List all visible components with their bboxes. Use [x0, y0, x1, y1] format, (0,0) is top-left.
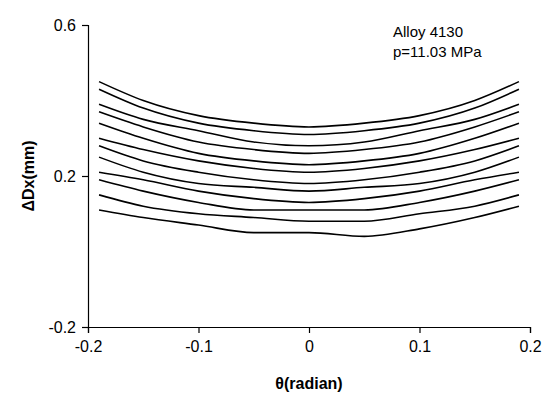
data-line	[99, 172, 519, 202]
data-line	[99, 104, 519, 146]
x-tick: 0	[305, 327, 314, 355]
y-tick-mark	[82, 176, 88, 177]
data-line	[99, 82, 519, 127]
x-tick: 0.1	[409, 327, 431, 355]
y-axis-line	[82, 26, 89, 328]
y-axis: -0.2 0.2 0.6	[48, 17, 88, 336]
y-tick-label: 0.2	[54, 168, 76, 185]
data-line	[99, 112, 519, 154]
x-tick-label: 0.2	[519, 338, 541, 355]
annotation: p=11.03 MPa	[393, 43, 482, 60]
x-tick-label: -0.1	[185, 338, 213, 355]
x-axis-line	[89, 328, 531, 334]
x-tick-mark	[419, 327, 420, 333]
data-line	[99, 180, 519, 210]
data-line	[99, 89, 519, 134]
x-tick-label: 0	[305, 338, 314, 355]
annotation: Alloy 4130	[393, 23, 463, 40]
y-axis-title: ΔDx(mm)	[20, 140, 37, 211]
y-tick: 0.2	[54, 168, 88, 185]
data-line	[99, 123, 519, 165]
data-line	[99, 146, 519, 184]
y-tick-label: 0.6	[54, 17, 76, 34]
x-tick-mark	[198, 327, 199, 333]
y-tick-label: -0.2	[48, 319, 76, 336]
x-tick-label: 0.1	[409, 338, 431, 355]
x-axis: -0.2 -0.1 0 0.1 0.2	[75, 327, 542, 355]
chart: -0.2 -0.1 0 0.1 0.2 -0.2 0.2 0.6 θ(radian) ΔDx(mm…	[0, 0, 547, 407]
x-tick: -0.1	[185, 327, 213, 355]
data-line	[99, 206, 519, 236]
y-tick-mark	[82, 327, 88, 328]
y-tick-mark	[82, 25, 88, 26]
x-axis-title: θ(radian)	[275, 375, 342, 392]
x-tick-label: -0.2	[75, 338, 103, 355]
data-line	[99, 157, 519, 191]
x-tick-mark	[309, 327, 310, 333]
x-tick: -0.2	[75, 327, 103, 355]
y-tick: -0.2	[48, 319, 88, 336]
x-tick-mark	[530, 327, 531, 333]
data-line	[99, 195, 519, 221]
x-tick: 0.2	[519, 327, 541, 355]
lines	[99, 82, 519, 237]
y-tick: 0.6	[54, 17, 88, 34]
data-line	[99, 138, 519, 172]
plot: -0.2 -0.1 0 0.1 0.2 -0.2 0.2 0.6	[48, 17, 541, 356]
